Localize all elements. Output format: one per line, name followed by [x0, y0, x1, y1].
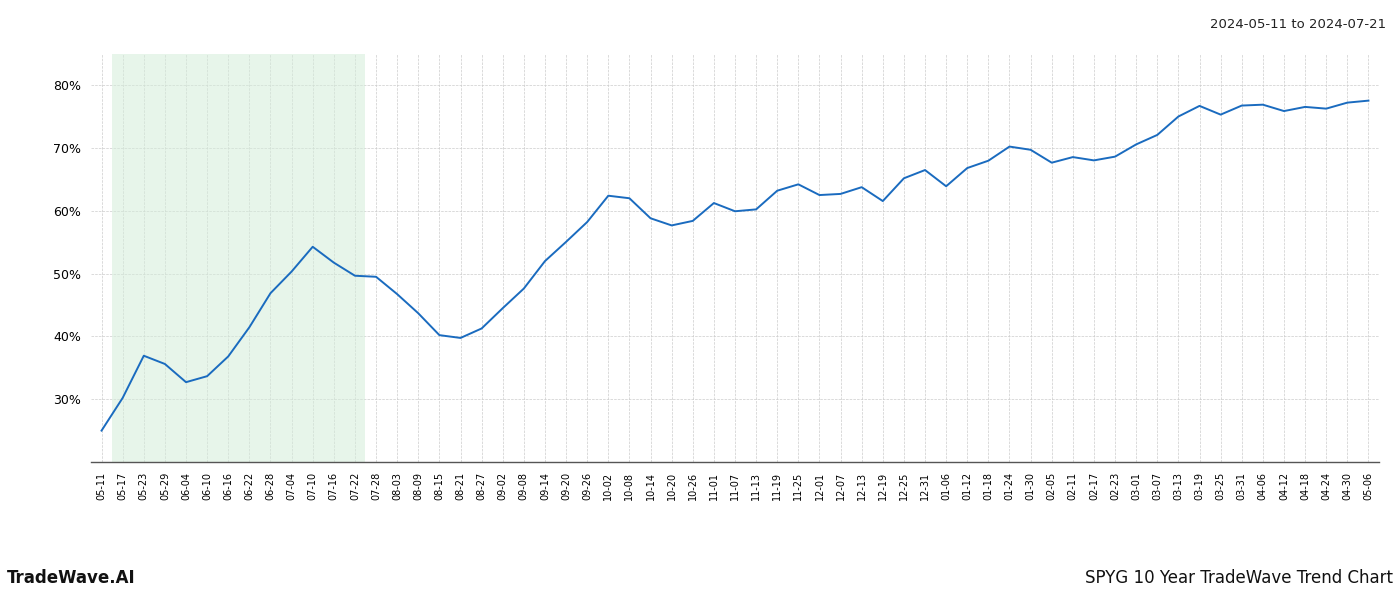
Text: TradeWave.AI: TradeWave.AI — [7, 569, 136, 587]
Bar — [112, 54, 365, 462]
Text: 2024-05-11 to 2024-07-21: 2024-05-11 to 2024-07-21 — [1210, 18, 1386, 31]
Text: SPYG 10 Year TradeWave Trend Chart: SPYG 10 Year TradeWave Trend Chart — [1085, 569, 1393, 587]
